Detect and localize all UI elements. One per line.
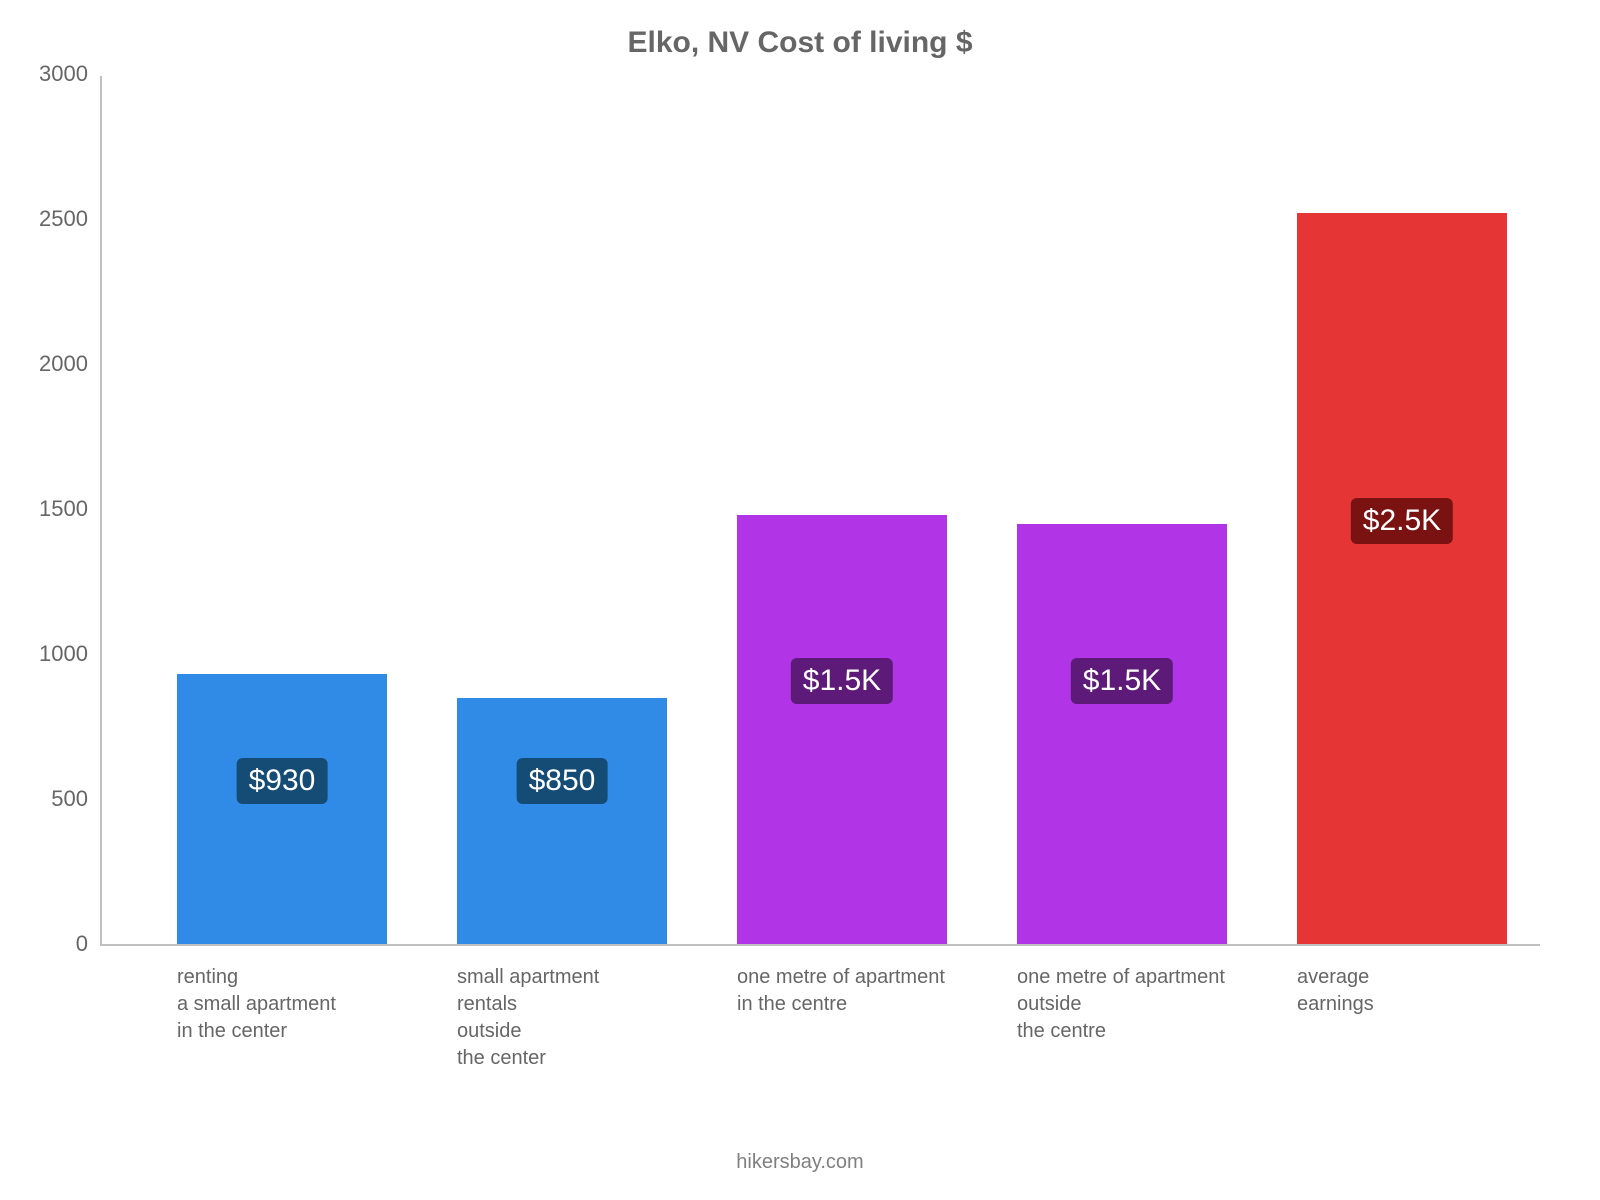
- bar-value-label: $930: [237, 758, 328, 804]
- y-tick: 3000: [39, 61, 102, 87]
- bar-value-label: $850: [517, 758, 608, 804]
- y-tick: 2500: [39, 206, 102, 232]
- x-category-label: one metre of apartment in the centre: [737, 964, 1007, 1018]
- bar-value-label: $1.5K: [791, 658, 893, 704]
- cost-of-living-chart: Elko, NV Cost of living $ 05001000150020…: [0, 0, 1600, 1200]
- y-tick: 2000: [39, 351, 102, 377]
- y-tick: 500: [51, 786, 102, 812]
- x-category-label: small apartment rentals outside the cent…: [457, 964, 727, 1072]
- bar: $850: [457, 698, 667, 945]
- bar: $930: [177, 674, 387, 944]
- x-category-label: average earnings: [1297, 964, 1567, 1018]
- bar-value-label: $2.5K: [1351, 498, 1453, 544]
- y-tick: 0: [76, 931, 102, 957]
- y-tick: 1000: [39, 641, 102, 667]
- plot-area: 050010001500200025003000$930renting a sm…: [100, 76, 1540, 946]
- y-tick: 1500: [39, 496, 102, 522]
- bar: $1.5K: [1017, 524, 1227, 945]
- bar: $2.5K: [1297, 213, 1507, 944]
- x-category-label: one metre of apartment outside the centr…: [1017, 964, 1287, 1045]
- chart-footer: hikersbay.com: [0, 1151, 1600, 1174]
- x-category-label: renting a small apartment in the center: [177, 964, 447, 1045]
- bar: $1.5K: [737, 515, 947, 944]
- chart-title: Elko, NV Cost of living $: [0, 26, 1600, 60]
- bar-value-label: $1.5K: [1071, 658, 1173, 704]
